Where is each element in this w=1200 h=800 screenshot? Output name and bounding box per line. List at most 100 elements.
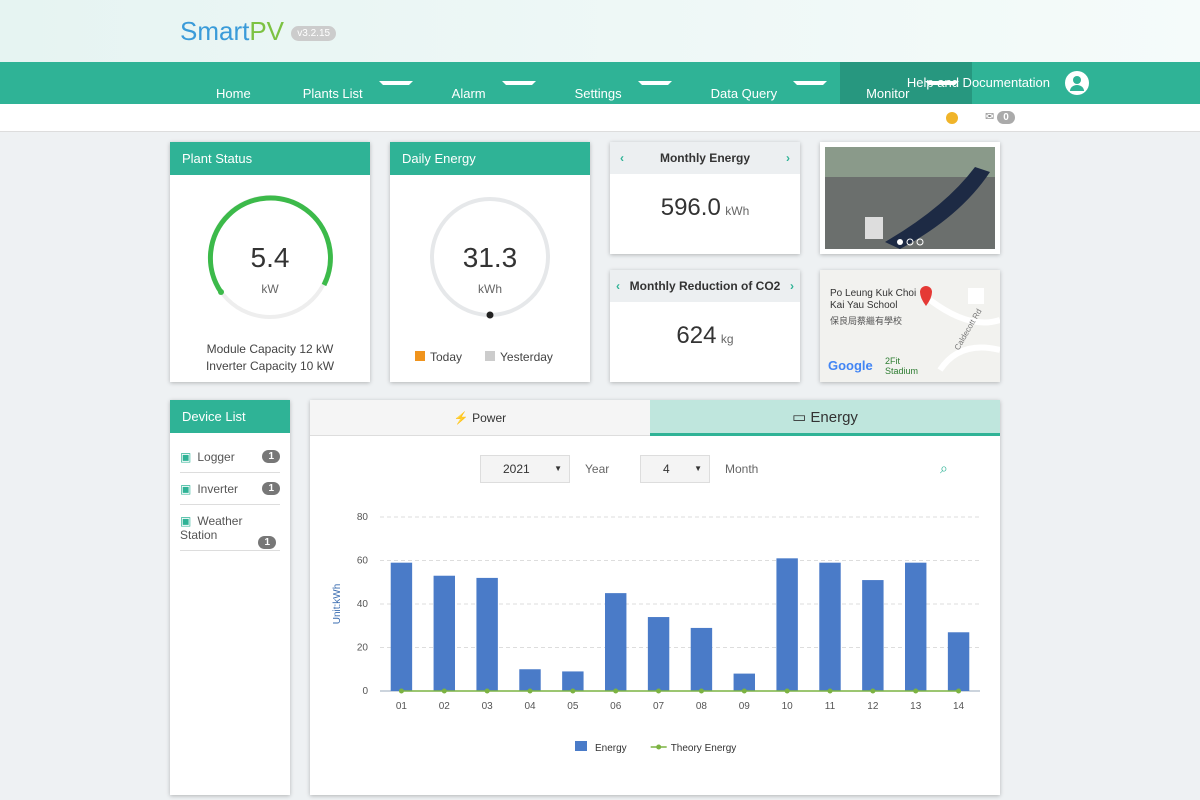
map-place: Po Leung Kuk Choi Kai Yau School (830, 288, 917, 311)
legend-yesterday: Yesterday (485, 350, 553, 364)
year-select[interactable]: 2021 ▼ (480, 455, 570, 483)
y-tick-label: 60 (357, 556, 369, 567)
alert-icon[interactable] (945, 111, 959, 125)
logo: SmartPV v3.2.15 (180, 16, 337, 47)
tab[interactable]: ▭ Energy (650, 400, 1000, 436)
x-tick-label: 05 (567, 701, 579, 712)
panel-title: Daily Energy (390, 142, 590, 175)
line-point (870, 688, 876, 694)
x-tick-label: 08 (696, 701, 708, 712)
user-icon[interactable] (1064, 70, 1090, 96)
nav-caret (378, 80, 413, 109)
nav-label: Alarm (451, 86, 486, 101)
site-photo (825, 147, 995, 249)
nav-label: Settings (574, 86, 622, 101)
device-item[interactable]: ▣ Inverter 1 (180, 482, 280, 505)
line-point (741, 688, 747, 694)
help-link[interactable]: Help and Documentation (906, 75, 1050, 90)
daily-energy-panel: Daily Energy 31.3 kWh Today Yesterday (390, 142, 590, 382)
nav-caret (501, 80, 536, 109)
line-point (698, 688, 704, 694)
tab-label: Energy (810, 409, 858, 426)
nav-label: Data Query (710, 86, 778, 101)
co2-unit: kg (720, 332, 734, 346)
map-place-zh: 保良局蔡繼有學校 (830, 316, 903, 326)
power-unit: kW (261, 282, 279, 296)
month-label: Month (725, 462, 759, 476)
x-tick-label: 01 (396, 701, 408, 712)
photo-panel (820, 142, 1000, 254)
bar (819, 562, 841, 691)
nav-item[interactable]: Data Query (685, 62, 840, 125)
legend-swatch (575, 741, 587, 751)
chart-panel: ⚡ Power ▭ Energy 2021 ▼ Year 4 ▼ Month ⌕ 0… (310, 400, 1000, 795)
line-point (570, 688, 576, 694)
nav-item[interactable]: Plants List (277, 62, 426, 125)
map-logo: Google (828, 358, 873, 373)
bar (519, 669, 541, 691)
panel-title: Device List (170, 400, 290, 433)
nav-item[interactable]: Alarm (426, 62, 549, 125)
map-panel: Po Leung Kuk Choi Kai Yau School 保良局蔡繼有學… (820, 270, 1000, 382)
search-icon[interactable]: ⌕ (940, 460, 948, 476)
y-tick-label: 40 (357, 599, 369, 610)
title-text: Monthly Energy (659, 151, 750, 165)
panel-title: ‹ Monthly Energy › (610, 142, 800, 174)
inverter-capacity: Inverter Capacity 10 kW (205, 359, 335, 373)
panel-title: Plant Status (170, 142, 370, 175)
mail[interactable]: ✉ 0 (985, 110, 1015, 124)
x-tick-label: 07 (653, 701, 665, 712)
monthly-energy-panel: ‹ Monthly Energy › 596.0 kWh (610, 142, 800, 254)
nav-label: Home (216, 86, 251, 101)
x-tick-label: 03 (482, 701, 494, 712)
x-tick-label: 06 (610, 701, 622, 712)
line-point (913, 688, 919, 694)
nav-caret (637, 80, 672, 109)
device-name: Weather Station (180, 514, 243, 542)
energy-unit: kWh (478, 282, 502, 296)
plant-status-panel: Plant Status 5.4 kW Module Capacity 12 k… (170, 142, 370, 382)
x-tick-label: 09 (739, 701, 751, 712)
device-name: Inverter (197, 482, 239, 496)
chart: 0 20 40 60 80 Unit:kWh 01 02 03 04 05 06 07 08 09 10 11 1… (332, 512, 980, 754)
brand: PV (249, 16, 285, 46)
x-tick-label: 10 (782, 701, 794, 712)
value-row: 596.0 kWh (610, 194, 800, 222)
legend-label: Energy (595, 743, 627, 754)
brand: Smart (180, 16, 250, 46)
year-label: Year (585, 462, 610, 476)
bar (776, 558, 798, 691)
device-count: 1 (258, 536, 276, 549)
nav-item[interactable]: Home (190, 62, 277, 125)
bar (390, 562, 413, 691)
gauge (207, 195, 333, 319)
device-list-panel: Device List ▣ Logger 1 ▣ Inverter 1 ▣ Weather S… (170, 400, 290, 795)
bar (733, 673, 755, 691)
value-row: 624 kg (610, 322, 800, 350)
line-point (398, 688, 404, 694)
bar (905, 562, 927, 691)
nav-caret (925, 80, 960, 109)
mail-badge: 0 (997, 111, 1015, 124)
select-value: 4 (663, 462, 670, 476)
device-count: 1 (262, 450, 280, 463)
legend-label: Yesterday (500, 350, 553, 364)
co2-panel: ‹ Monthly Reduction of CO2 › 624 kg (610, 270, 800, 382)
device-count: 1 (262, 482, 280, 495)
line-point (784, 688, 790, 694)
tab[interactable]: ⚡ Power (310, 400, 650, 436)
legend-label: Today (430, 350, 463, 364)
bar (476, 577, 498, 691)
line-point (956, 688, 962, 694)
bar (690, 627, 713, 691)
bar (862, 580, 884, 691)
tab-label: Power (472, 411, 507, 425)
device-item[interactable]: ▣ Logger 1 (180, 450, 280, 473)
device-item[interactable]: ▣ Weather Station 1 (180, 514, 280, 551)
select-value: 2021 (503, 462, 530, 476)
energy-value: 31.3 (462, 242, 518, 273)
month-select[interactable]: 4 ▼ (640, 455, 710, 483)
nav-item[interactable]: Settings (549, 62, 685, 125)
map-roads (920, 286, 1000, 372)
